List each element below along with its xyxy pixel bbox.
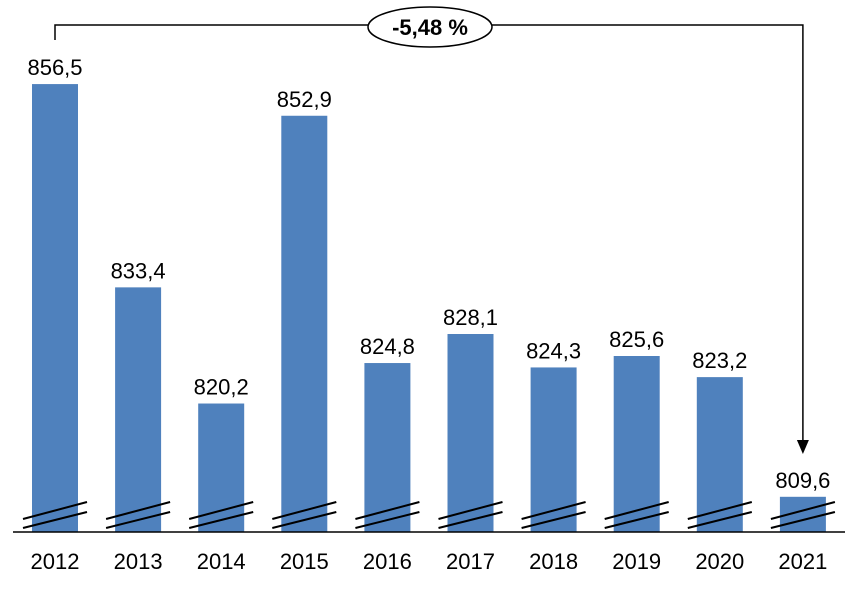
axis-break-mark	[604, 501, 669, 520]
data-label-2016: 824,8	[360, 334, 415, 359]
x-tick-2019: 2019	[612, 549, 661, 574]
bar-2017	[447, 334, 494, 532]
axis-break-mark	[188, 511, 254, 529]
data-labels: 856,5 833,4 820,2 852,9 824,8 828,1 824,3 825,6…	[27, 55, 830, 493]
data-label-2012: 856,5	[27, 55, 82, 80]
change-annotation: -5,48 %	[54, 6, 809, 454]
axis-break-mark	[438, 501, 503, 520]
x-tick-2017: 2017	[446, 549, 495, 574]
annotation-text: -5,48 %	[392, 15, 468, 40]
x-tick-2014: 2014	[197, 549, 246, 574]
data-label-2019: 825,6	[609, 327, 664, 352]
axis-break-mark	[521, 511, 586, 529]
axis-break-mark	[438, 511, 503, 529]
arrow-head-icon	[796, 440, 809, 454]
bar-2015	[281, 115, 328, 532]
annotation-bubble	[367, 6, 493, 48]
x-tick-2018: 2018	[529, 549, 578, 574]
axis-break-mark	[521, 501, 586, 520]
axis-break-mark	[687, 501, 753, 520]
bar-2013	[115, 287, 162, 532]
data-label-2021: 809,6	[775, 468, 830, 493]
axis-break-mark	[272, 501, 337, 520]
x-tick-labels: 2012 2013 2014 2015 2016 2017 2018 2019 2020 2021	[31, 549, 828, 574]
data-label-2015: 852,9	[277, 87, 332, 112]
bracket-line	[54, 24, 804, 440]
axis-break-mark	[355, 511, 420, 529]
x-tick-2021: 2021	[778, 549, 827, 574]
axis-break-mark	[22, 511, 88, 529]
bar-2014	[198, 403, 245, 532]
axis-break-mark	[770, 511, 836, 529]
x-tick-2020: 2020	[695, 549, 744, 574]
axis-break-mark	[22, 501, 88, 520]
data-label-2013: 833,4	[111, 258, 166, 283]
data-label-2020: 823,2	[692, 348, 747, 373]
axis-breaks	[22, 501, 836, 529]
axis-break-mark	[770, 501, 836, 520]
data-label-2014: 820,2	[194, 375, 249, 400]
bar-2012	[32, 84, 78, 532]
axis-break-mark	[105, 501, 171, 520]
bars	[32, 84, 826, 532]
axis-break-mark	[604, 511, 669, 529]
data-label-2017: 828,1	[443, 305, 498, 330]
axis-break-mark	[188, 501, 254, 520]
bar-2016	[364, 363, 411, 532]
axis-break-mark	[105, 511, 171, 529]
x-tick-2015: 2015	[280, 549, 329, 574]
bar-2020	[696, 377, 743, 532]
axis-break-mark	[272, 511, 337, 529]
x-tick-2016: 2016	[363, 549, 412, 574]
data-label-2018: 824,3	[526, 338, 581, 363]
axis-break-mark	[355, 501, 420, 520]
axis-break-mark	[687, 511, 753, 529]
bar-2019	[613, 356, 660, 532]
x-tick-2013: 2013	[114, 549, 163, 574]
bar-2018	[530, 367, 577, 532]
x-tick-2012: 2012	[31, 549, 80, 574]
